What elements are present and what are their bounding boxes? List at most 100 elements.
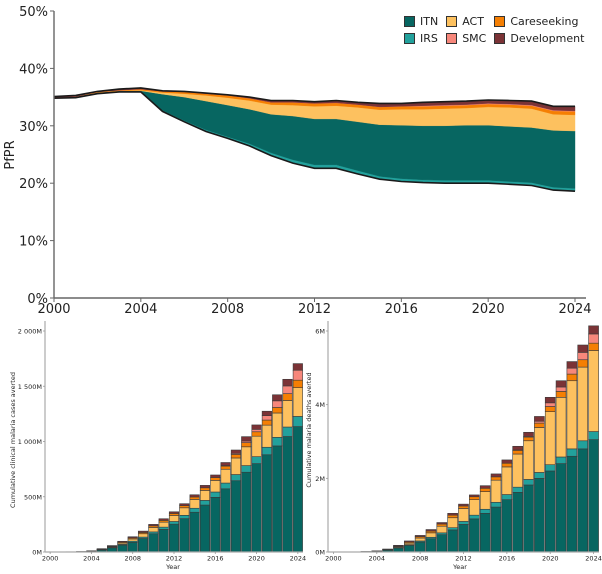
deaths-bar-segment-development (523, 431, 534, 437)
deaths-x-tick-label: 2016 (499, 555, 516, 563)
pfpr-x-tick-label: 2000 (37, 302, 70, 317)
deaths-bar-segment-development (577, 344, 589, 353)
deaths-bar-segment-careseeking (458, 505, 469, 509)
pfpr-x-tick-label: 2008 (211, 302, 244, 317)
cases-bar-2024 (292, 363, 303, 553)
cases-bar-segment-itn (199, 504, 211, 553)
pfpr-x-tick-label: 2004 (124, 302, 157, 317)
cases-bar-segment-irs (168, 521, 180, 525)
cases-bar-segment-itn (137, 538, 149, 553)
deaths-bar-segment-irs (512, 486, 523, 493)
deaths-bar-segment-development (566, 361, 578, 369)
cases-bar-segment-careseeking (189, 496, 200, 500)
deaths-bar-2018 (523, 431, 534, 553)
cases-bar-segment-development (261, 410, 272, 416)
pfpr-x-tick-label: 2020 (472, 302, 505, 317)
cases-bar-segment-development (107, 545, 118, 547)
deaths-bar-2021 (555, 380, 567, 553)
deaths-bar-2009 (425, 529, 437, 553)
cases-bar-segment-itn (158, 529, 169, 553)
deaths-bar-segment-act (577, 366, 589, 442)
deaths-bar-segment-careseeking (490, 476, 502, 481)
cases-bar-segment-development (199, 485, 211, 489)
deaths-bar-segment-development (588, 325, 599, 335)
deaths-bar-segment-itn (447, 529, 458, 553)
pfpr-y-tick-label: 10% (19, 235, 48, 250)
deaths-bar-segment-careseeking (566, 373, 578, 382)
pfpr-y-tick-label: 40% (19, 62, 48, 77)
cases-axes: 0M 500M 1 000M 1 500M 2 000M 2000 2004 2008 2012… (18, 321, 306, 563)
deaths-bar-segment-itn (458, 524, 469, 553)
deaths-bar-segment-development (479, 485, 491, 489)
deaths-bar-segment-irs (523, 479, 534, 486)
deaths-bar-segment-irs (577, 440, 589, 450)
deaths-bar-segment-act (566, 380, 578, 450)
cases-bar-segment-development (179, 503, 190, 506)
legend-item-careseeking: Careseeking (494, 15, 584, 28)
legend-label: IRS (420, 32, 438, 45)
deaths-bar-segment-development (414, 535, 426, 537)
deaths-bar-2017 (512, 445, 523, 553)
cases-bar-2019 (241, 436, 252, 553)
cases-bar-segment-itn (282, 436, 293, 553)
deaths-bar-segment-act (512, 453, 523, 488)
deaths-bar-segment-irs (447, 527, 458, 531)
deaths-bar-segment-careseeking (479, 487, 491, 492)
deaths-bar-2011 (447, 513, 458, 553)
cases-bar-segment-irs (189, 507, 200, 513)
cases-bar-segment-act (251, 435, 262, 457)
cases-bar-2023 (282, 378, 293, 553)
legend: ITN ACT Careseeking IRS SMC Development (404, 15, 584, 45)
deaths-x-tick-label: 2012 (455, 555, 472, 563)
cases-bar-segment-itn (220, 488, 231, 553)
cases-x-tick-label: 2024 (290, 555, 307, 563)
legend-item-development: Development (494, 32, 584, 45)
deaths-bar-segment-development (534, 416, 545, 422)
cases-bar-segment-itn (261, 454, 272, 553)
deaths-bars (349, 325, 599, 553)
cases-bar-segment-itn (189, 511, 200, 553)
deaths-x-axis-label: Year (452, 563, 467, 571)
deaths-bar-2016 (501, 459, 513, 553)
cases-bar-segment-act (137, 533, 149, 538)
cases-bar-segment-itn (230, 480, 241, 553)
cases-bar-2014 (189, 494, 200, 553)
cases-bar-segment-smc (272, 400, 283, 408)
cases-bar-segment-itn (117, 544, 128, 553)
deaths-y-tick-label: 2M (315, 475, 325, 483)
deaths-bar-segment-act (479, 491, 491, 510)
cases-bar-segment-development (189, 494, 200, 498)
deaths-bar-2023 (577, 344, 589, 553)
cases-bar-segment-careseeking (220, 465, 231, 470)
cases-averted-bar-chart: 0M 500M 1 000M 1 500M 2 000M 2000 2004 2008 2012… (9, 321, 306, 571)
deaths-bar-segment-itn (534, 478, 545, 553)
cases-bar-segment-irs (272, 436, 283, 447)
cases-bar-2022 (272, 394, 283, 553)
deaths-bar-segment-act (414, 537, 426, 542)
cases-bar-segment-act (199, 490, 211, 501)
deaths-bar-segment-act (534, 427, 545, 473)
cases-bar-segment-smc (282, 385, 293, 394)
cases-bar-2018 (230, 449, 241, 553)
legend-label: ACT (462, 15, 484, 28)
cases-bar-segment-irs (261, 446, 272, 456)
cases-bar-segment-act (282, 400, 293, 428)
cases-y-tick-label: 1 000M (18, 438, 42, 446)
cases-bar-2020 (251, 424, 262, 553)
cases-bars (65, 363, 303, 553)
cases-bar-2017 (220, 462, 231, 553)
cases-bar-segment-act (292, 387, 303, 417)
pfpr-y-tick-label: 30% (19, 120, 48, 135)
legend-swatch-itn (404, 16, 415, 27)
deaths-x-tick-label: 2008 (412, 555, 429, 563)
cases-bar-2007 (117, 540, 128, 553)
deaths-bar-segment-act (458, 508, 469, 522)
deaths-bar-segment-smc (588, 333, 599, 344)
legend-swatch-act (446, 16, 458, 27)
cases-bar-segment-itn (127, 541, 138, 553)
cases-bar-segment-itn (107, 547, 118, 553)
deaths-bar-2019 (534, 416, 545, 553)
deaths-bar-segment-itn (425, 538, 437, 553)
deaths-bar-segment-careseeking (555, 391, 567, 398)
